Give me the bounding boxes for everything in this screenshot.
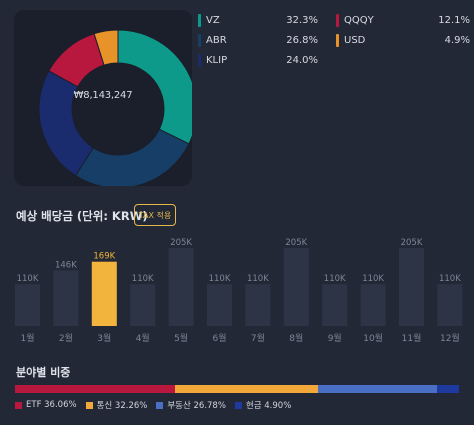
month-label: 3월 [97,332,111,344]
tax-apply-button[interactable]: TAX 적용 [134,204,176,226]
legend-name: USD [344,35,366,46]
sector-legend: ETF 36.06% 통신 32.26% 부동산 26.78% 현금 4.90% [15,399,291,411]
donut-slice-vz[interactable] [117,29,192,145]
legend-item-klip[interactable]: KLIP 24.0% [198,52,318,72]
dividend-bar[interactable] [437,284,463,326]
month-label: 2월 [59,332,73,344]
legend-name: ABR [206,35,227,46]
donut-slice-usd[interactable] [93,29,119,66]
month-label: 6월 [212,332,226,344]
legend-swatch [198,54,201,67]
donut-slice-abr[interactable] [74,128,190,186]
sector-legend-label: ETF 36.06% [26,400,77,410]
legend-percent: 32.3% [286,15,318,26]
sector-swatch [85,401,93,409]
month-label: 11월 [402,332,422,344]
portfolio-total-value: ₩8,143,247 [73,90,133,101]
legend-item-vz[interactable]: VZ 32.3% [198,12,318,32]
sector-segment-cash[interactable] [437,385,459,393]
legend-percent: 24.0% [286,55,318,66]
portfolio-donut-chart[interactable] [14,10,192,186]
sector-legend-label: 부동산 26.78% [167,401,226,411]
month-label: 7월 [251,332,265,344]
dividend-value-label: 205K [285,238,307,248]
sector-segment-etf[interactable] [15,385,176,393]
sector-swatch [234,401,242,409]
dividend-bar[interactable] [322,284,348,326]
sector-swatch [15,401,22,409]
sector-legend-realestate: 부동산 26.78% [156,399,226,411]
legend-percent: 4.9% [444,35,470,46]
portfolio-donut-card: ₩8,143,247 [14,10,192,186]
dividend-bar[interactable] [53,270,79,326]
legend-name: VZ [206,15,220,26]
dividend-value-label: 110K [209,274,231,284]
dividend-value-label: 110K [247,274,269,284]
dividend-value-label: 110K [362,274,384,284]
dividend-value-label: 110K [324,274,346,284]
dividend-value-label: 146K [55,260,77,270]
sector-legend-label: 통신 32.26% [96,401,148,411]
month-label: 12월 [440,332,460,344]
dividend-bar[interactable] [207,284,232,326]
sector-segment-realestate[interactable] [318,385,438,393]
legend-swatch [336,14,339,27]
dividend-bar[interactable] [399,248,424,326]
sector-legend-label: 현금 4.90% [245,401,292,411]
sector-segment-telecom[interactable] [175,385,319,393]
legend-item-abr[interactable]: ABR 26.8% [198,32,318,52]
dividend-bar[interactable] [283,248,309,326]
holdings-legend-left: VZ 32.3% ABR 26.8% KLIP 24.0% [198,12,318,72]
legend-percent: 26.8% [286,35,318,46]
legend-swatch [198,34,201,47]
legend-name: KLIP [206,55,228,66]
dividend-bar[interactable] [91,261,117,326]
month-label: 10월 [363,332,383,344]
dividend-bar[interactable] [245,284,271,326]
sector-legend-telecom: 통신 32.26% [85,399,148,411]
dividend-bar[interactable] [360,284,386,326]
month-label: 8월 [289,332,303,344]
legend-swatch [336,34,339,47]
dividend-value-label: 110K [17,274,39,284]
dividend-value-label: 169K [93,252,115,262]
month-label: 5월 [174,332,188,344]
sector-legend-etf: ETF 36.06% [15,399,77,411]
legend-item-qqqy[interactable]: QQQY 12.1% [336,12,470,32]
legend-swatch [198,14,201,27]
sector-legend-cash: 현금 4.90% [234,399,292,411]
dividend-bar[interactable] [15,284,40,326]
holdings-legend-right: QQQY 12.1% USD 4.9% [336,12,470,52]
legend-name: QQQY [344,15,374,26]
sector-swatch [156,401,164,409]
dividend-bar[interactable] [130,284,156,326]
dividend-section-title: 예상 배당금 (단위: KRW) [16,209,148,223]
dividend-value-label: 110K [132,274,154,284]
dividend-bar[interactable] [168,248,194,326]
sector-weight-bar [15,385,459,393]
legend-percent: 12.1% [438,15,470,26]
month-label: 4월 [136,332,150,344]
sector-section-title: 분야별 비중 [16,366,71,379]
legend-item-usd[interactable]: USD 4.9% [336,32,470,52]
dividend-value-label: 205K [401,238,423,248]
dividend-value-label: 110K [439,274,461,284]
month-label: 1월 [20,332,34,344]
monthly-dividend-chart: 110K 1월 146K 2월 169K 3월 110K 4월 205K 5월 110K 6월 110K… [15,238,463,344]
month-label: 9월 [328,332,342,344]
donut-slice-klip[interactable] [38,70,94,177]
dividend-value-label: 205K [170,238,192,248]
